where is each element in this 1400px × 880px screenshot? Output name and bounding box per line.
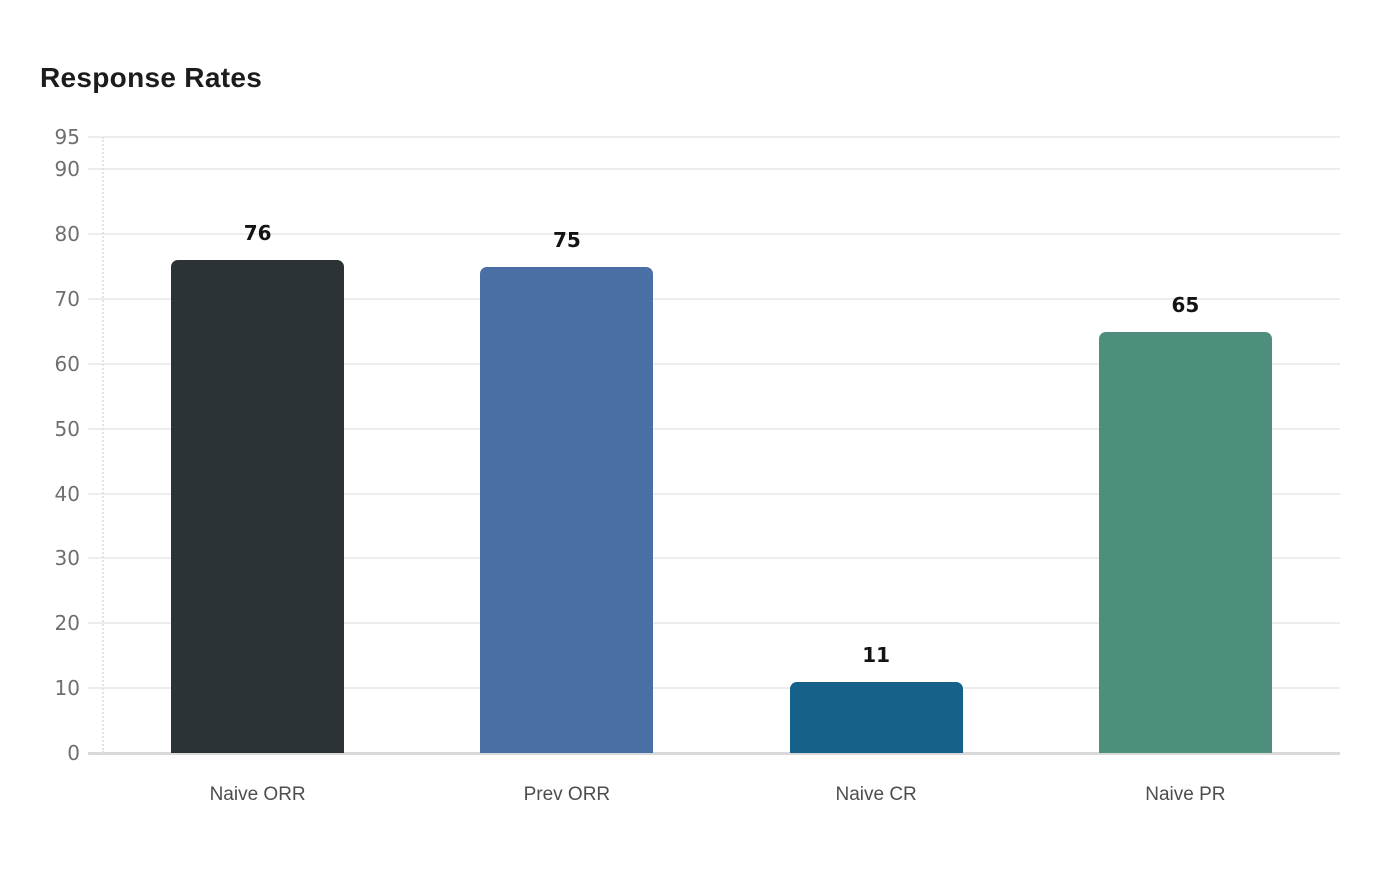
x-tick-label-naive-cr: Naive CR <box>835 784 917 805</box>
chart-title: Response Rates <box>40 62 263 93</box>
y-tick-label-80: 80 <box>54 222 80 247</box>
gridline-90 <box>88 168 1340 171</box>
gridline-60 <box>88 362 1340 365</box>
value-label-naive-cr: 11 <box>862 642 891 667</box>
bar-naive-cr[interactable] <box>789 681 963 753</box>
y-tick-label-20: 20 <box>54 611 80 636</box>
y-tick-label-95: 95 <box>54 125 80 149</box>
gridline-95 <box>88 136 1340 138</box>
y-tick-label-50: 50 <box>54 416 80 441</box>
value-label-prev-orr: 75 <box>552 227 581 252</box>
value-label-naive-orr: 76 <box>243 221 272 246</box>
gridline-40 <box>88 492 1340 495</box>
gridline-80 <box>88 233 1340 236</box>
bar-prev-orr[interactable] <box>480 266 654 753</box>
gridline-0 <box>88 752 1340 755</box>
y-tick-label-40: 40 <box>54 481 80 506</box>
value-label-naive-pr: 65 <box>1171 292 1200 317</box>
gridline-30 <box>88 557 1340 560</box>
y-tick-label-70: 70 <box>54 287 80 312</box>
gridline-50 <box>88 427 1340 430</box>
y-tick-label-10: 10 <box>54 676 80 701</box>
y-tick-label-0: 0 <box>67 741 80 765</box>
x-tick-label-naive-orr: Naive ORR <box>209 784 306 805</box>
gridline-20 <box>88 622 1340 625</box>
y-axis-line <box>102 137 104 753</box>
x-tick-label-prev-orr: Prev ORR <box>523 784 611 805</box>
gridline-70 <box>88 298 1340 301</box>
gridline-10 <box>88 687 1340 690</box>
bar-naive-pr[interactable] <box>1098 331 1272 753</box>
y-tick-label-30: 30 <box>54 546 80 571</box>
bar-naive-orr[interactable] <box>171 260 345 753</box>
y-tick-label-60: 60 <box>54 351 80 376</box>
y-tick-label-90: 90 <box>54 157 80 182</box>
x-tick-label-naive-pr: Naive PR <box>1145 784 1226 805</box>
